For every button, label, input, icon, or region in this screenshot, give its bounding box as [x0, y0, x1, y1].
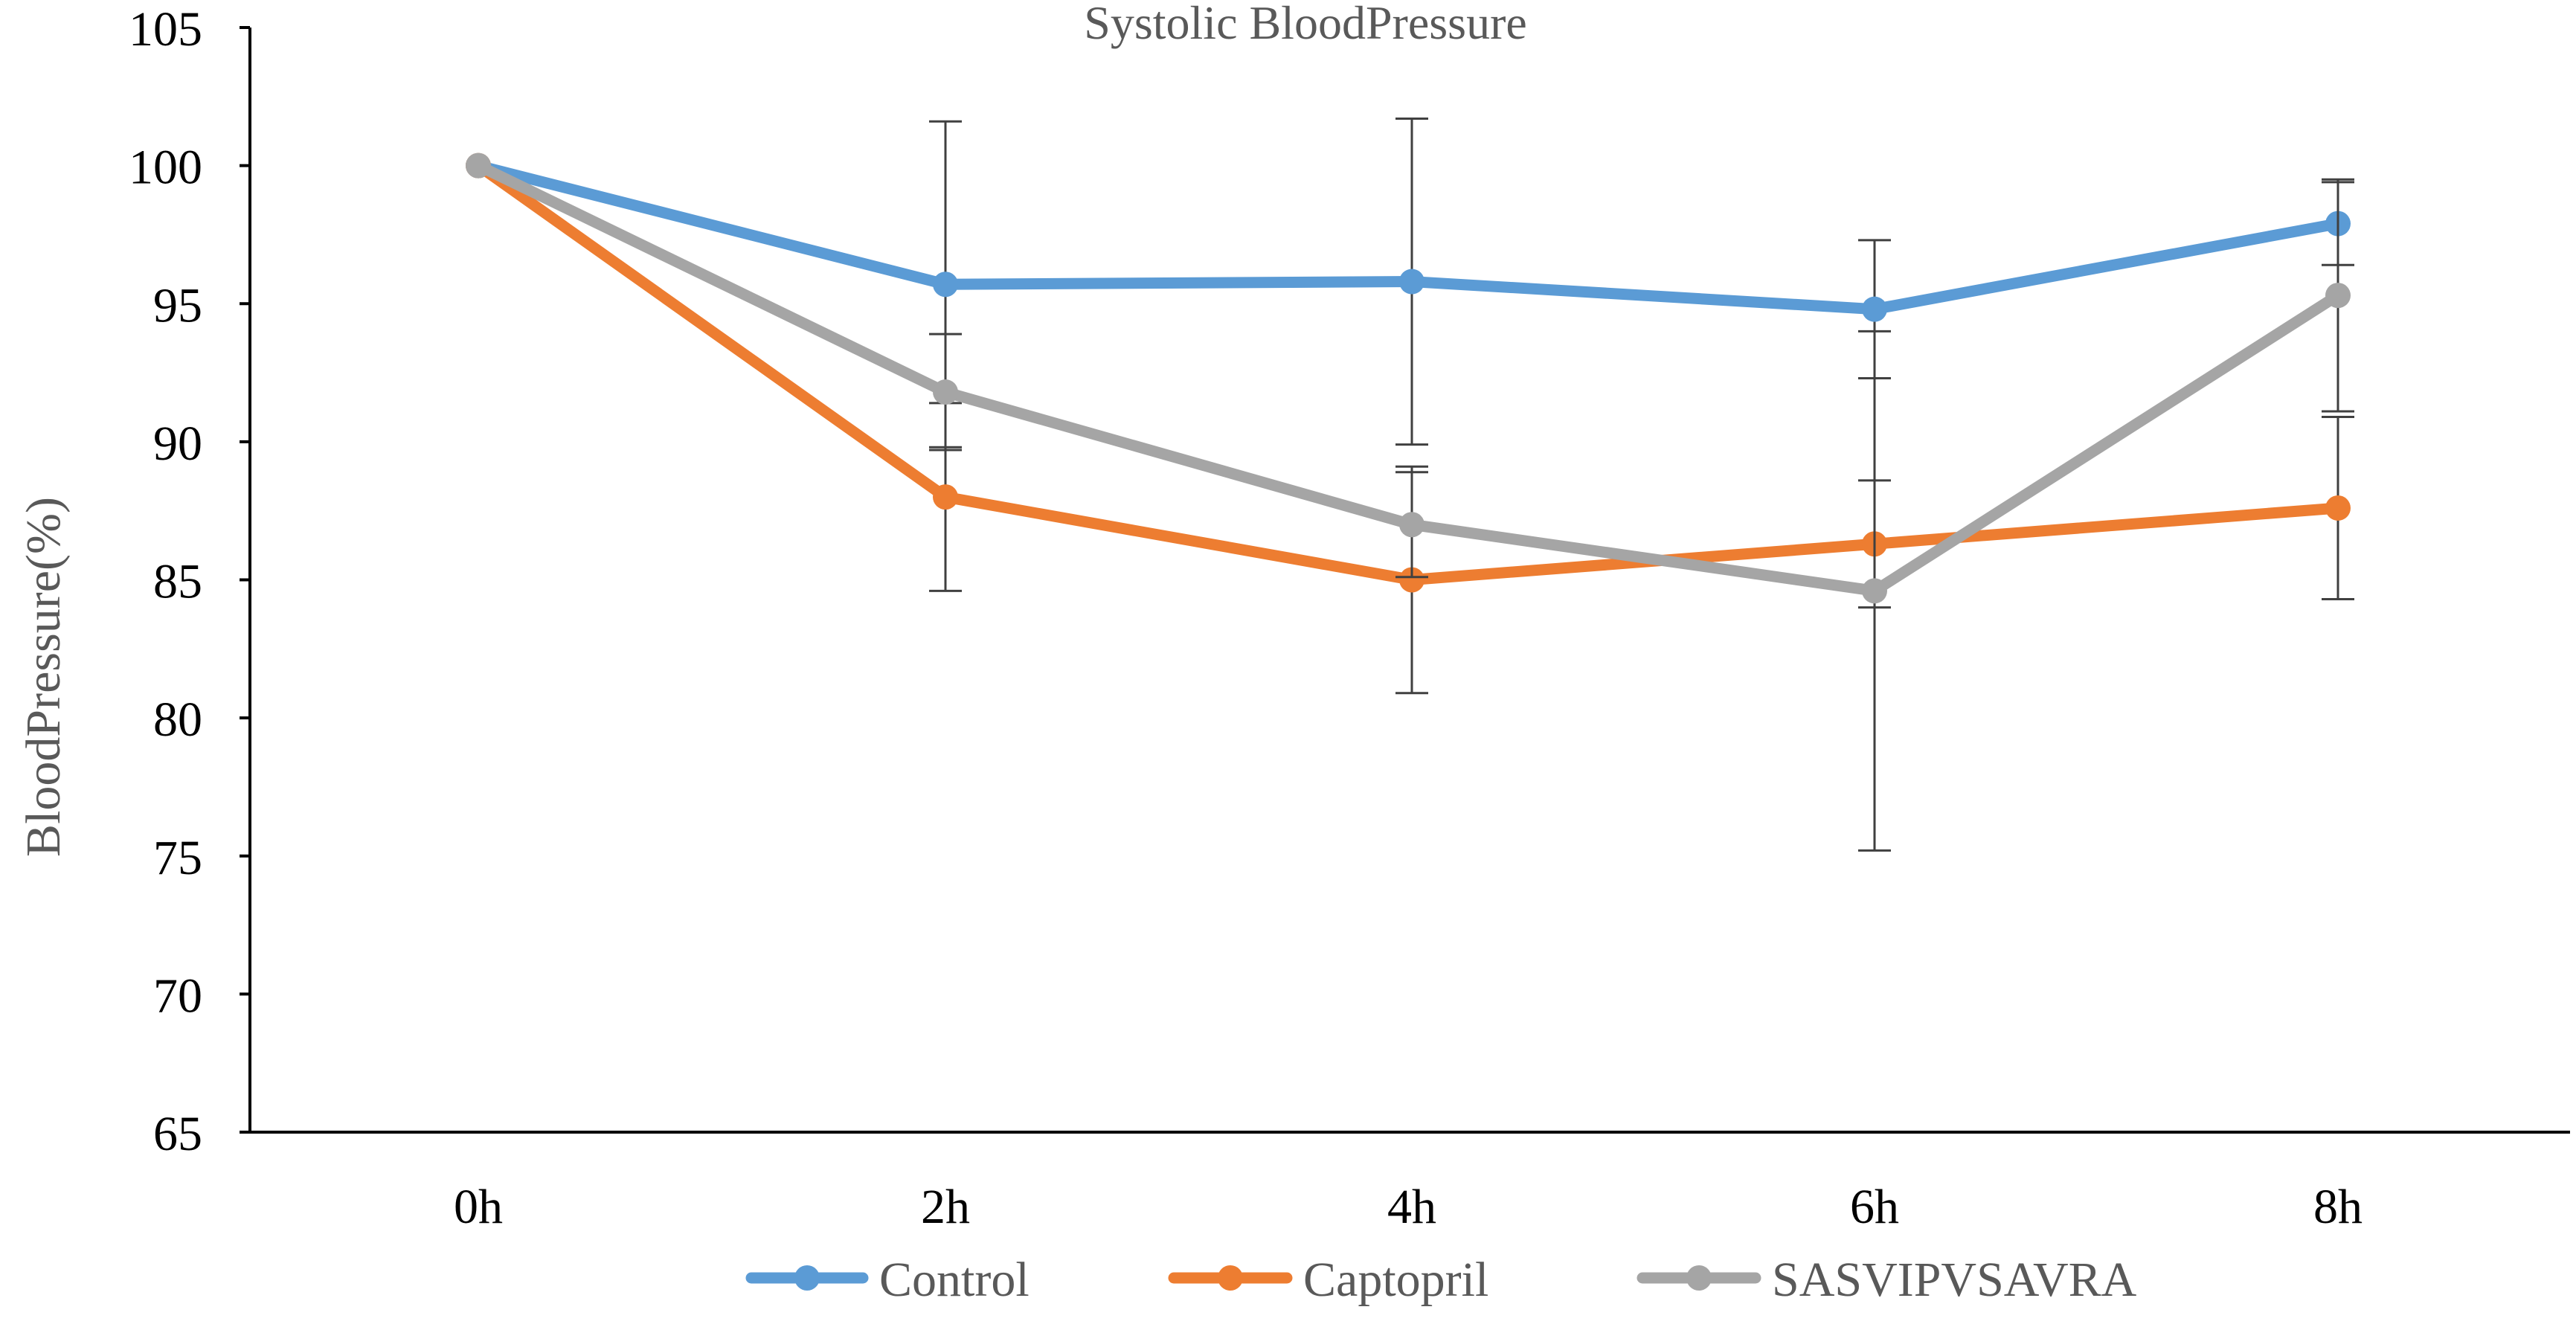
legend-swatch-marker — [794, 1265, 820, 1291]
legend-swatch-marker — [1218, 1265, 1243, 1291]
y-tick-label: 75 — [153, 831, 202, 885]
legend-label: Captopril — [1303, 1253, 1488, 1307]
x-tick-label: 4h — [1387, 1180, 1436, 1234]
y-tick-label: 95 — [153, 278, 202, 332]
data-point — [933, 484, 958, 510]
legend-swatch-marker — [1686, 1265, 1712, 1291]
y-tick-label: 90 — [153, 417, 202, 471]
data-point — [1399, 269, 1424, 295]
data-point — [933, 272, 958, 298]
y-tick-label: 100 — [129, 141, 202, 195]
legend-label: Control — [879, 1253, 1030, 1307]
data-point — [1862, 578, 1887, 604]
y-tick-label: 85 — [153, 555, 202, 609]
y-tick-label: 80 — [153, 693, 202, 747]
y-axis-label: BloodPressure(%) — [16, 497, 71, 857]
y-tick-label: 65 — [153, 1107, 202, 1161]
axes: 65 70 75 80 85 90 95 100 105 0h 2h 4h 6h 8h — [129, 2, 2570, 1234]
legend: Control Captopril SASVIPVSAVRA — [745, 1253, 2137, 1307]
chart-title: Systolic BloodPressure — [1084, 0, 1527, 49]
data-point — [1862, 296, 1887, 322]
y-tick-label: 70 — [153, 968, 202, 1023]
x-tick-label: 0h — [454, 1180, 503, 1234]
data-point — [1399, 567, 1424, 593]
series-3 — [466, 152, 2354, 852]
x-tick-label: 2h — [921, 1180, 970, 1234]
legend-item: SASVIPVSAVRA — [1637, 1253, 2137, 1307]
series-layer — [466, 118, 2354, 852]
x-tick-label: 6h — [1850, 1180, 1899, 1234]
data-point — [2325, 283, 2351, 309]
series-1 — [466, 118, 2354, 449]
legend-item: Control — [745, 1253, 1030, 1307]
data-point — [2325, 495, 2351, 521]
x-tick-label: 8h — [2313, 1180, 2363, 1234]
y-tick-label: 105 — [129, 2, 202, 57]
data-point — [466, 152, 491, 179]
data-point — [933, 379, 958, 405]
legend-label: SASVIPVSAVRA — [1772, 1253, 2137, 1307]
data-point — [1399, 512, 1424, 538]
legend-item: Captopril — [1168, 1253, 1488, 1307]
